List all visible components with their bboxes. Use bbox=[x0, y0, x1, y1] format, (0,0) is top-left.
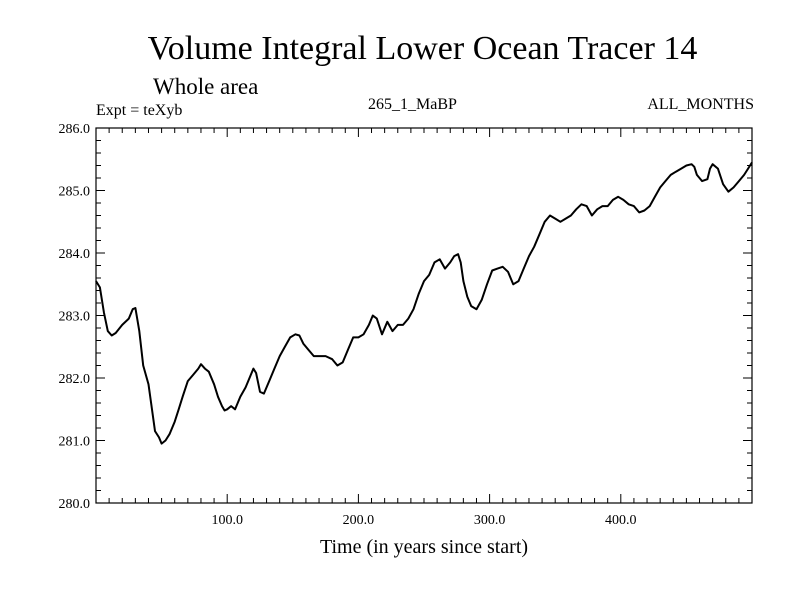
y-tick-label: 284.0 bbox=[59, 247, 91, 262]
y-tick-label: 286.0 bbox=[59, 122, 91, 137]
x-tick-label: 400.0 bbox=[605, 513, 637, 528]
x-tick-label: 200.0 bbox=[343, 513, 375, 528]
chart-subtitle: Whole area bbox=[153, 74, 259, 99]
chart-title: Volume Integral Lower Ocean Tracer 14 bbox=[147, 30, 698, 67]
plot-frame bbox=[95, 127, 753, 504]
y-tick-label: 282.0 bbox=[59, 372, 91, 387]
months-label: ALL_MONTHS bbox=[647, 96, 754, 113]
axis-tick-labels: 100.0 200.0 300.0 400.0 280.0 281.0 282.0 283.0… bbox=[59, 122, 637, 528]
experiment-label: Expt = teXyb bbox=[96, 102, 183, 119]
run-label: 265_1_MaBP bbox=[368, 96, 457, 113]
axis-ticks bbox=[96, 128, 752, 503]
x-tick-label: 300.0 bbox=[474, 513, 506, 528]
y-tick-label: 281.0 bbox=[59, 435, 91, 450]
y-tick-label: 280.0 bbox=[59, 497, 91, 512]
y-tick-label: 283.0 bbox=[59, 310, 91, 325]
x-axis-label: Time (in years since start) bbox=[319, 536, 529, 558]
data-line bbox=[95, 161, 753, 445]
x-tick-label: 100.0 bbox=[211, 513, 243, 528]
y-tick-label: 285.0 bbox=[59, 185, 91, 200]
